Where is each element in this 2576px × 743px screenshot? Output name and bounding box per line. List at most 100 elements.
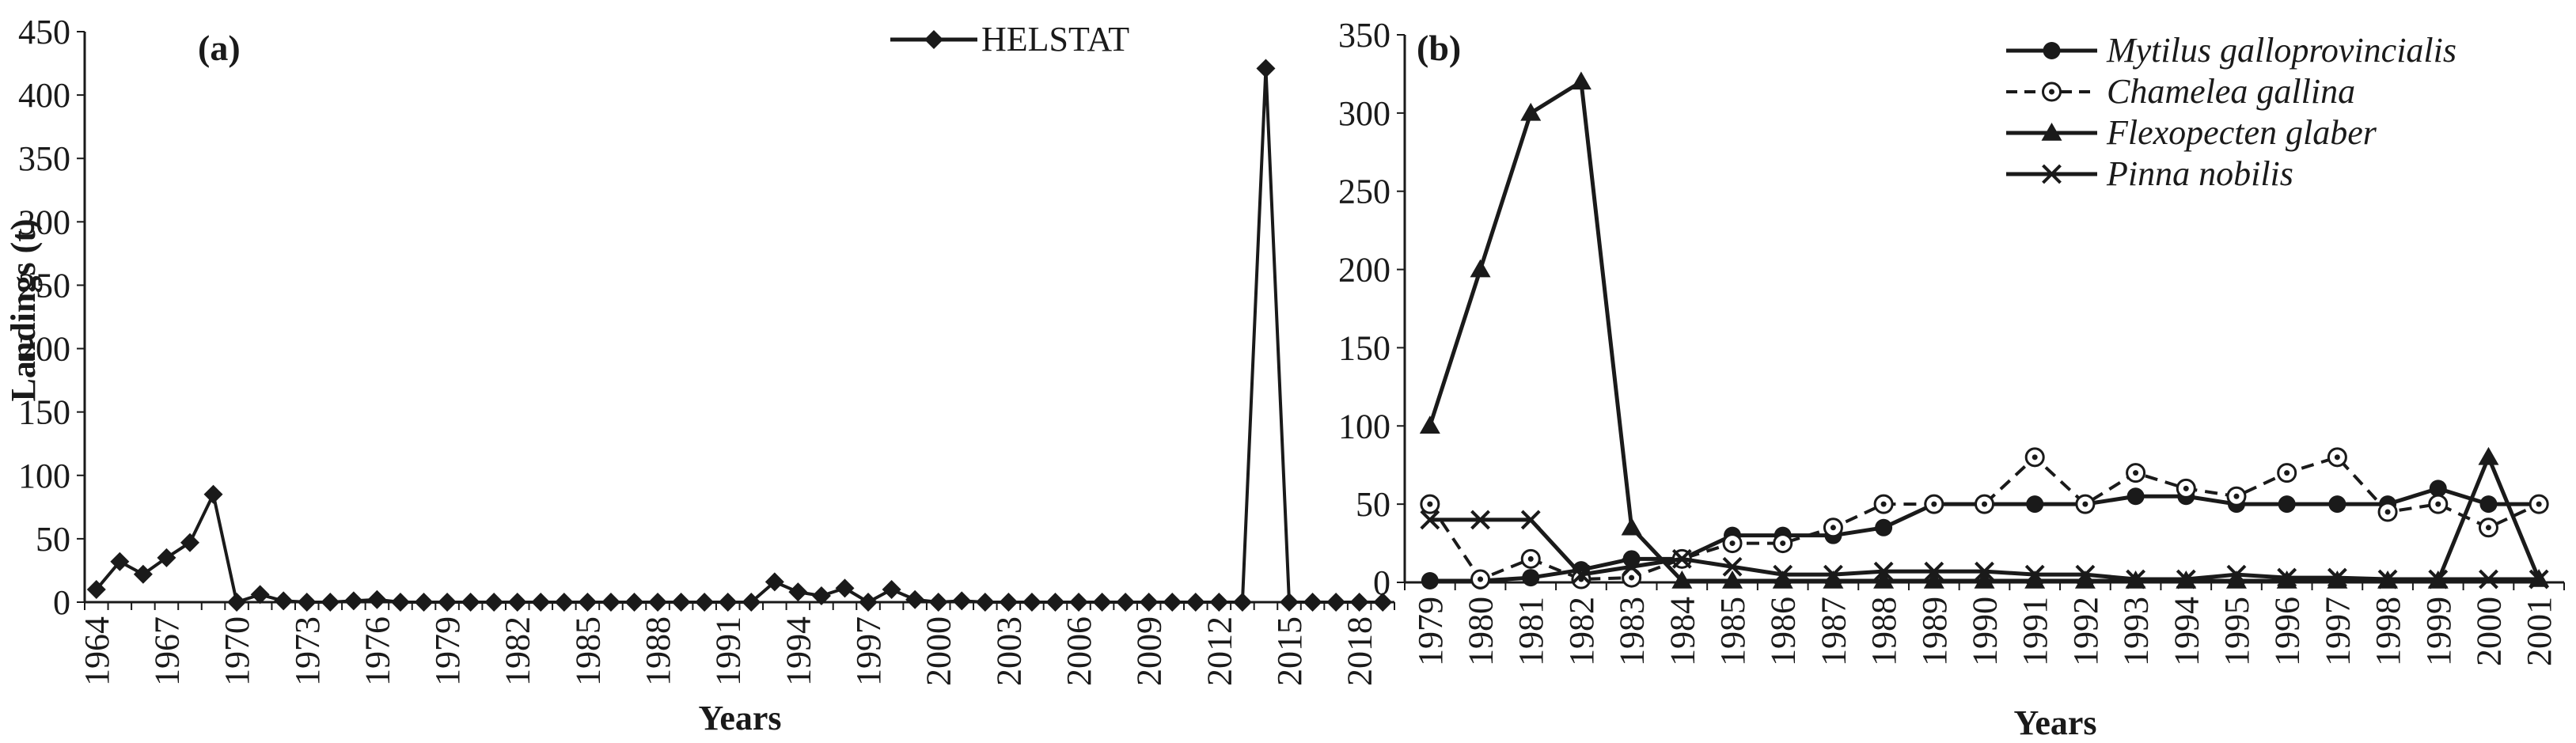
y-tick-label: 50 [1356,485,1390,524]
data-point [882,579,901,599]
data-point [2176,478,2196,498]
data-point [1419,415,1440,434]
data-point [1671,571,1693,589]
x-tick-label: 1992 [2066,597,2105,666]
data-point [905,589,925,609]
data-point [952,591,972,611]
panel-b-x-axis-title: Years [2013,703,2096,742]
data-point [2479,569,2498,589]
series-line [95,66,1383,604]
data-point [1520,510,1541,530]
data-point [835,578,855,598]
data-point [1823,571,1844,589]
x-tick-label: 1997 [2318,597,2357,666]
x-tick-label: 2003 [989,616,1028,686]
data-point [742,593,761,612]
panel-a-y-axis-title: Landings (t) [4,218,43,401]
data-point [2479,495,2498,514]
data-point [2226,486,2247,506]
legend-label: HELSTAT [981,20,1129,59]
y-tick-label: 350 [1338,16,1390,55]
data-point [2328,495,2346,514]
data-point [975,593,995,612]
x-tick-label: 1987 [1814,597,1853,666]
data-point [2075,494,2096,514]
x-tick-label: 1994 [2167,597,2206,666]
y-tick-label: 100 [1338,407,1390,445]
data-point [554,593,574,612]
data-point [390,593,410,612]
data-point [1209,593,1229,612]
data-point [1823,517,1843,538]
x-tick-label: 1998 [2369,597,2407,666]
x-tick-label: 1989 [1915,597,1954,666]
x-tick-label: 1996 [2268,597,2307,666]
x-tick-label: 1993 [2117,597,2156,666]
data-point [1923,571,1944,589]
data-point [928,593,948,612]
data-point [695,593,715,612]
y-tick-label: 0 [53,583,70,622]
data-point [1873,494,1894,514]
x-tick-label: 1988 [639,616,677,686]
x-tick-label: 1984 [1663,597,1702,666]
legend-marker [2042,164,2062,184]
data-point [2428,569,2449,589]
data-point [2327,567,2347,588]
data-point [2026,495,2044,514]
data-point [1873,571,1895,589]
data-point [2277,567,2297,588]
y-tick-label: 0 [1373,563,1390,602]
x-tick-label: 1982 [499,616,537,686]
data-point [1571,564,1592,585]
data-point [1139,593,1159,612]
x-tick-label: 1986 [1764,597,1803,666]
x-tick-label: 1995 [2217,597,2256,666]
data-point [110,552,130,571]
data-point [2126,487,2145,506]
data-point [2075,564,2096,585]
data-point [180,533,199,552]
x-tick-label: 2000 [920,616,958,686]
data-point [507,593,527,612]
data-point [1975,561,1994,582]
data-point [1470,259,1491,278]
panel-a-label: (a) [198,28,241,68]
series-pinna-nobilis [1420,510,2549,589]
x-tick-label: 1985 [1713,597,1752,666]
data-point [1570,71,1592,90]
data-point [1470,569,1491,589]
data-point [1163,593,1182,612]
y-tick-label: 50 [36,520,70,559]
data-point [1875,518,1893,536]
x-tick-label: 1967 [147,616,186,686]
data-point [1722,556,1743,577]
y-tick-label: 200 [1338,251,1390,290]
data-point [1232,593,1252,612]
x-tick-label: 1994 [779,616,818,686]
y-tick-label: 250 [18,266,70,305]
x-tick-label: 2009 [1130,616,1169,686]
data-point [484,593,504,612]
data-point [531,593,551,612]
x-tick-label: 1982 [1562,597,1601,666]
data-point [1873,561,1894,582]
data-point [2024,447,2045,468]
data-point [578,593,598,612]
legend-marker [2042,82,2062,102]
x-tick-label: 1991 [709,616,748,686]
data-point [1069,593,1089,612]
y-tick-label: 250 [1338,172,1390,211]
data-point [1045,593,1065,612]
data-point [1773,564,1793,585]
x-tick-label: 1988 [1865,597,1903,666]
x-tick-label: 1997 [849,616,888,686]
x-tick-label: 1964 [78,616,116,686]
y-tick-label: 300 [1338,94,1390,133]
data-point [1974,571,1995,589]
data-point [1421,572,1439,590]
data-point [1621,517,1642,536]
data-point [1420,510,1440,530]
